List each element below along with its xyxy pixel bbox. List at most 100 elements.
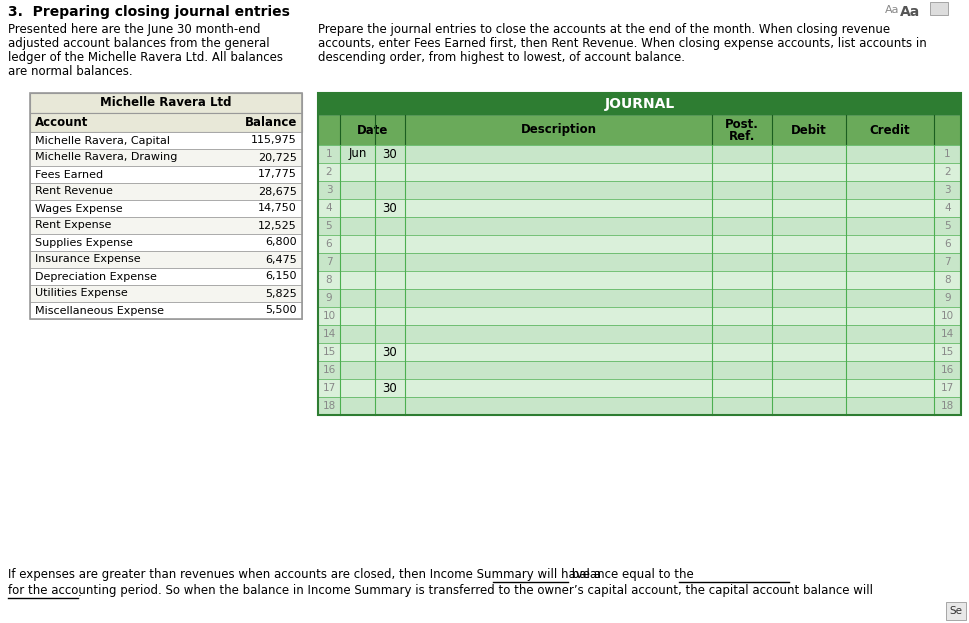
Text: Aa: Aa (885, 5, 899, 15)
Text: balance equal to the: balance equal to the (568, 568, 698, 581)
Text: 6: 6 (944, 239, 951, 249)
Bar (318, 379, 961, 397)
Bar (318, 115, 961, 145)
Bar (30, 93, 302, 319)
Text: 6,475: 6,475 (266, 255, 297, 265)
Text: 7: 7 (326, 257, 332, 267)
Text: 16: 16 (941, 365, 954, 375)
Text: 10: 10 (323, 311, 335, 321)
Text: Insurance Expense: Insurance Expense (35, 255, 141, 265)
Text: 3.  Preparing closing journal entries: 3. Preparing closing journal entries (8, 5, 290, 19)
Text: 18: 18 (323, 401, 335, 411)
Text: 14: 14 (941, 329, 954, 339)
Text: 8: 8 (326, 275, 332, 285)
Text: 10: 10 (941, 311, 954, 321)
Text: Michelle Ravera Ltd: Michelle Ravera Ltd (100, 97, 232, 110)
Bar (30, 113, 302, 132)
Bar (318, 271, 961, 289)
Text: 15: 15 (323, 347, 335, 357)
Bar (30, 200, 302, 217)
Text: 18: 18 (941, 401, 954, 411)
Text: Michelle Ravera, Capital: Michelle Ravera, Capital (35, 135, 170, 146)
Text: Utilities Expense: Utilities Expense (35, 288, 128, 298)
Text: Balance: Balance (244, 116, 297, 129)
Text: 5: 5 (944, 221, 951, 231)
Text: Credit: Credit (870, 123, 910, 136)
Text: Rent Revenue: Rent Revenue (35, 186, 112, 196)
Text: 30: 30 (383, 201, 397, 214)
Text: Rent Expense: Rent Expense (35, 221, 111, 231)
Text: 12,525: 12,525 (259, 221, 297, 231)
Bar (318, 145, 961, 163)
Text: 30: 30 (383, 148, 397, 161)
Text: Presented here are the June 30 month-end: Presented here are the June 30 month-end (8, 23, 261, 36)
Bar (30, 132, 302, 149)
Text: 6,800: 6,800 (266, 237, 297, 247)
Text: Ref.: Ref. (729, 130, 755, 143)
Bar (30, 285, 302, 302)
Bar (30, 217, 302, 234)
Bar (318, 163, 961, 181)
Bar (318, 199, 961, 217)
Text: 9: 9 (944, 293, 951, 303)
Bar (318, 181, 961, 199)
Text: Depreciation Expense: Depreciation Expense (35, 272, 157, 282)
Text: Debit: Debit (791, 123, 827, 136)
Text: 3: 3 (944, 185, 951, 195)
Text: 5,500: 5,500 (266, 305, 297, 315)
Bar (30, 268, 302, 285)
Text: Date: Date (357, 123, 389, 136)
Bar (318, 325, 961, 343)
Bar (318, 307, 961, 325)
Bar (318, 361, 961, 379)
Text: 9: 9 (326, 293, 332, 303)
Text: Se: Se (950, 606, 962, 616)
Text: 5,825: 5,825 (266, 288, 297, 298)
Text: 17: 17 (941, 383, 954, 393)
Text: 4: 4 (944, 203, 951, 213)
Text: 16: 16 (323, 365, 335, 375)
Text: 1: 1 (326, 149, 332, 159)
Text: Wages Expense: Wages Expense (35, 204, 123, 214)
Text: 17,775: 17,775 (258, 169, 297, 179)
Text: 1: 1 (944, 149, 951, 159)
Text: Account: Account (35, 116, 88, 129)
Text: are normal balances.: are normal balances. (8, 65, 133, 78)
Text: 3: 3 (326, 185, 332, 195)
Text: 6,150: 6,150 (266, 272, 297, 282)
Text: Michelle Ravera, Drawing: Michelle Ravera, Drawing (35, 153, 177, 163)
Text: 28,675: 28,675 (258, 186, 297, 196)
Text: 17: 17 (323, 383, 335, 393)
Text: 7: 7 (944, 257, 951, 267)
Bar (318, 235, 961, 253)
Bar (30, 234, 302, 251)
Text: .: . (78, 586, 81, 599)
Text: Fees Earned: Fees Earned (35, 169, 103, 179)
Bar (946, 602, 966, 620)
Text: Description: Description (520, 123, 597, 136)
Text: 30: 30 (383, 346, 397, 358)
Bar (30, 149, 302, 166)
Text: If expenses are greater than revenues when accounts are closed, then Income Summ: If expenses are greater than revenues wh… (8, 568, 605, 581)
Text: for the accounting period. So when the balance in Income Summary is transferred : for the accounting period. So when the b… (8, 584, 873, 597)
Text: 5: 5 (326, 221, 332, 231)
Text: Prepare the journal entries to close the accounts at the end of the month. When : Prepare the journal entries to close the… (318, 23, 891, 36)
Text: 2: 2 (944, 167, 951, 177)
Bar (318, 253, 961, 271)
Text: 6: 6 (326, 239, 332, 249)
Bar (318, 93, 961, 115)
Bar (30, 166, 302, 183)
Text: Supplies Expense: Supplies Expense (35, 237, 133, 247)
Bar (318, 93, 961, 415)
Text: ledger of the Michelle Ravera Ltd. All balances: ledger of the Michelle Ravera Ltd. All b… (8, 51, 283, 64)
Bar (30, 251, 302, 268)
Text: Miscellaneous Expense: Miscellaneous Expense (35, 305, 164, 315)
Text: 30: 30 (383, 381, 397, 394)
Bar (30, 183, 302, 200)
Text: 20,725: 20,725 (258, 153, 297, 163)
Text: accounts, enter Fees Earned first, then Rent Revenue. When closing expense accou: accounts, enter Fees Earned first, then … (318, 37, 926, 50)
Text: 8: 8 (944, 275, 951, 285)
Text: 14: 14 (323, 329, 335, 339)
Text: JOURNAL: JOURNAL (605, 97, 674, 111)
Bar (318, 343, 961, 361)
